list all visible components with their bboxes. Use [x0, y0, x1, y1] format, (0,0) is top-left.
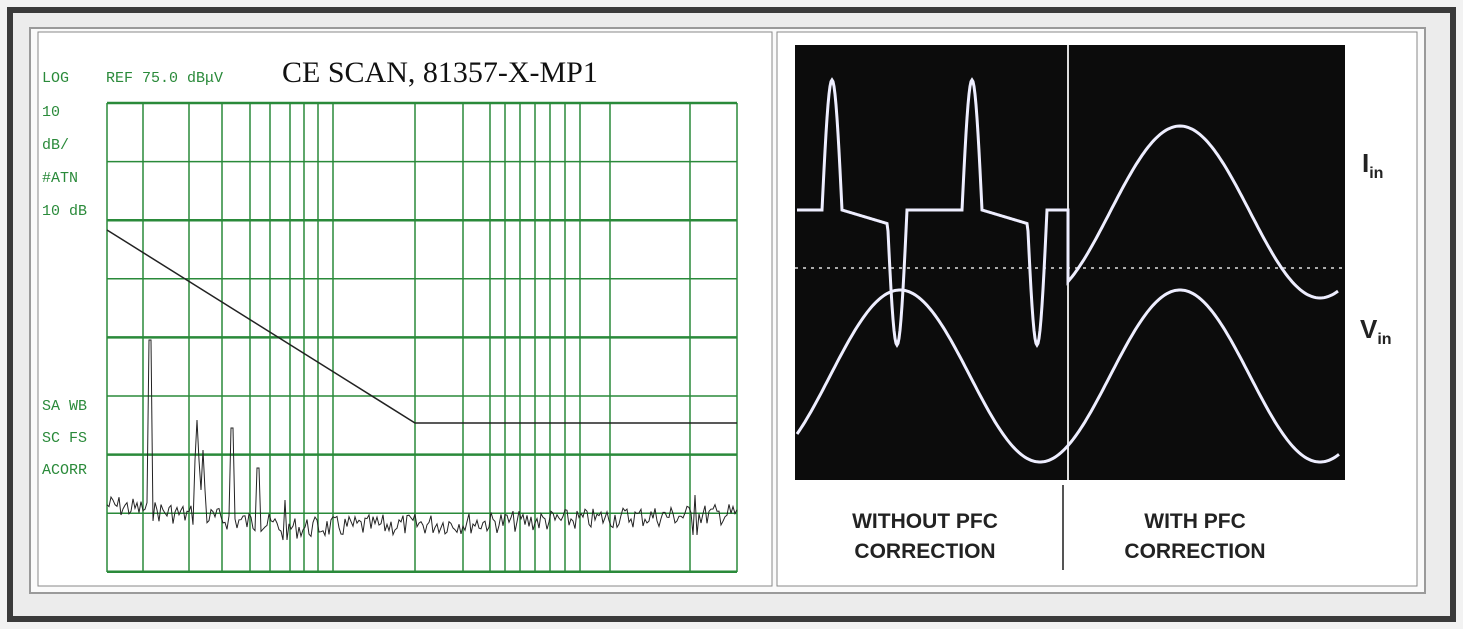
reference-label: REF 75.0 dBμV [106, 70, 223, 87]
spectrum-title: CE SCAN, 81357-X-MP1 [282, 56, 598, 89]
scope-screen [795, 45, 1345, 480]
side-label: dB/ [42, 137, 69, 154]
side-label: ACORR [42, 462, 87, 479]
caption: CORRECTION [854, 540, 995, 563]
caption: WITH PFC [1144, 510, 1245, 533]
caption: CORRECTION [1124, 540, 1265, 563]
scale-label: LOG [42, 70, 69, 87]
figure: LOG REF 75.0 dBμV CE SCAN, 81357-X-MP1 1… [0, 0, 1463, 629]
spectrum-panel [38, 32, 772, 586]
side-label: 10 [42, 104, 60, 121]
caption: WITHOUT PFC [852, 510, 998, 533]
side-label: SA WB [42, 398, 87, 415]
side-label: #ATN [42, 170, 78, 187]
side-label: 10 dB [42, 203, 87, 220]
side-label: SC FS [42, 430, 87, 447]
